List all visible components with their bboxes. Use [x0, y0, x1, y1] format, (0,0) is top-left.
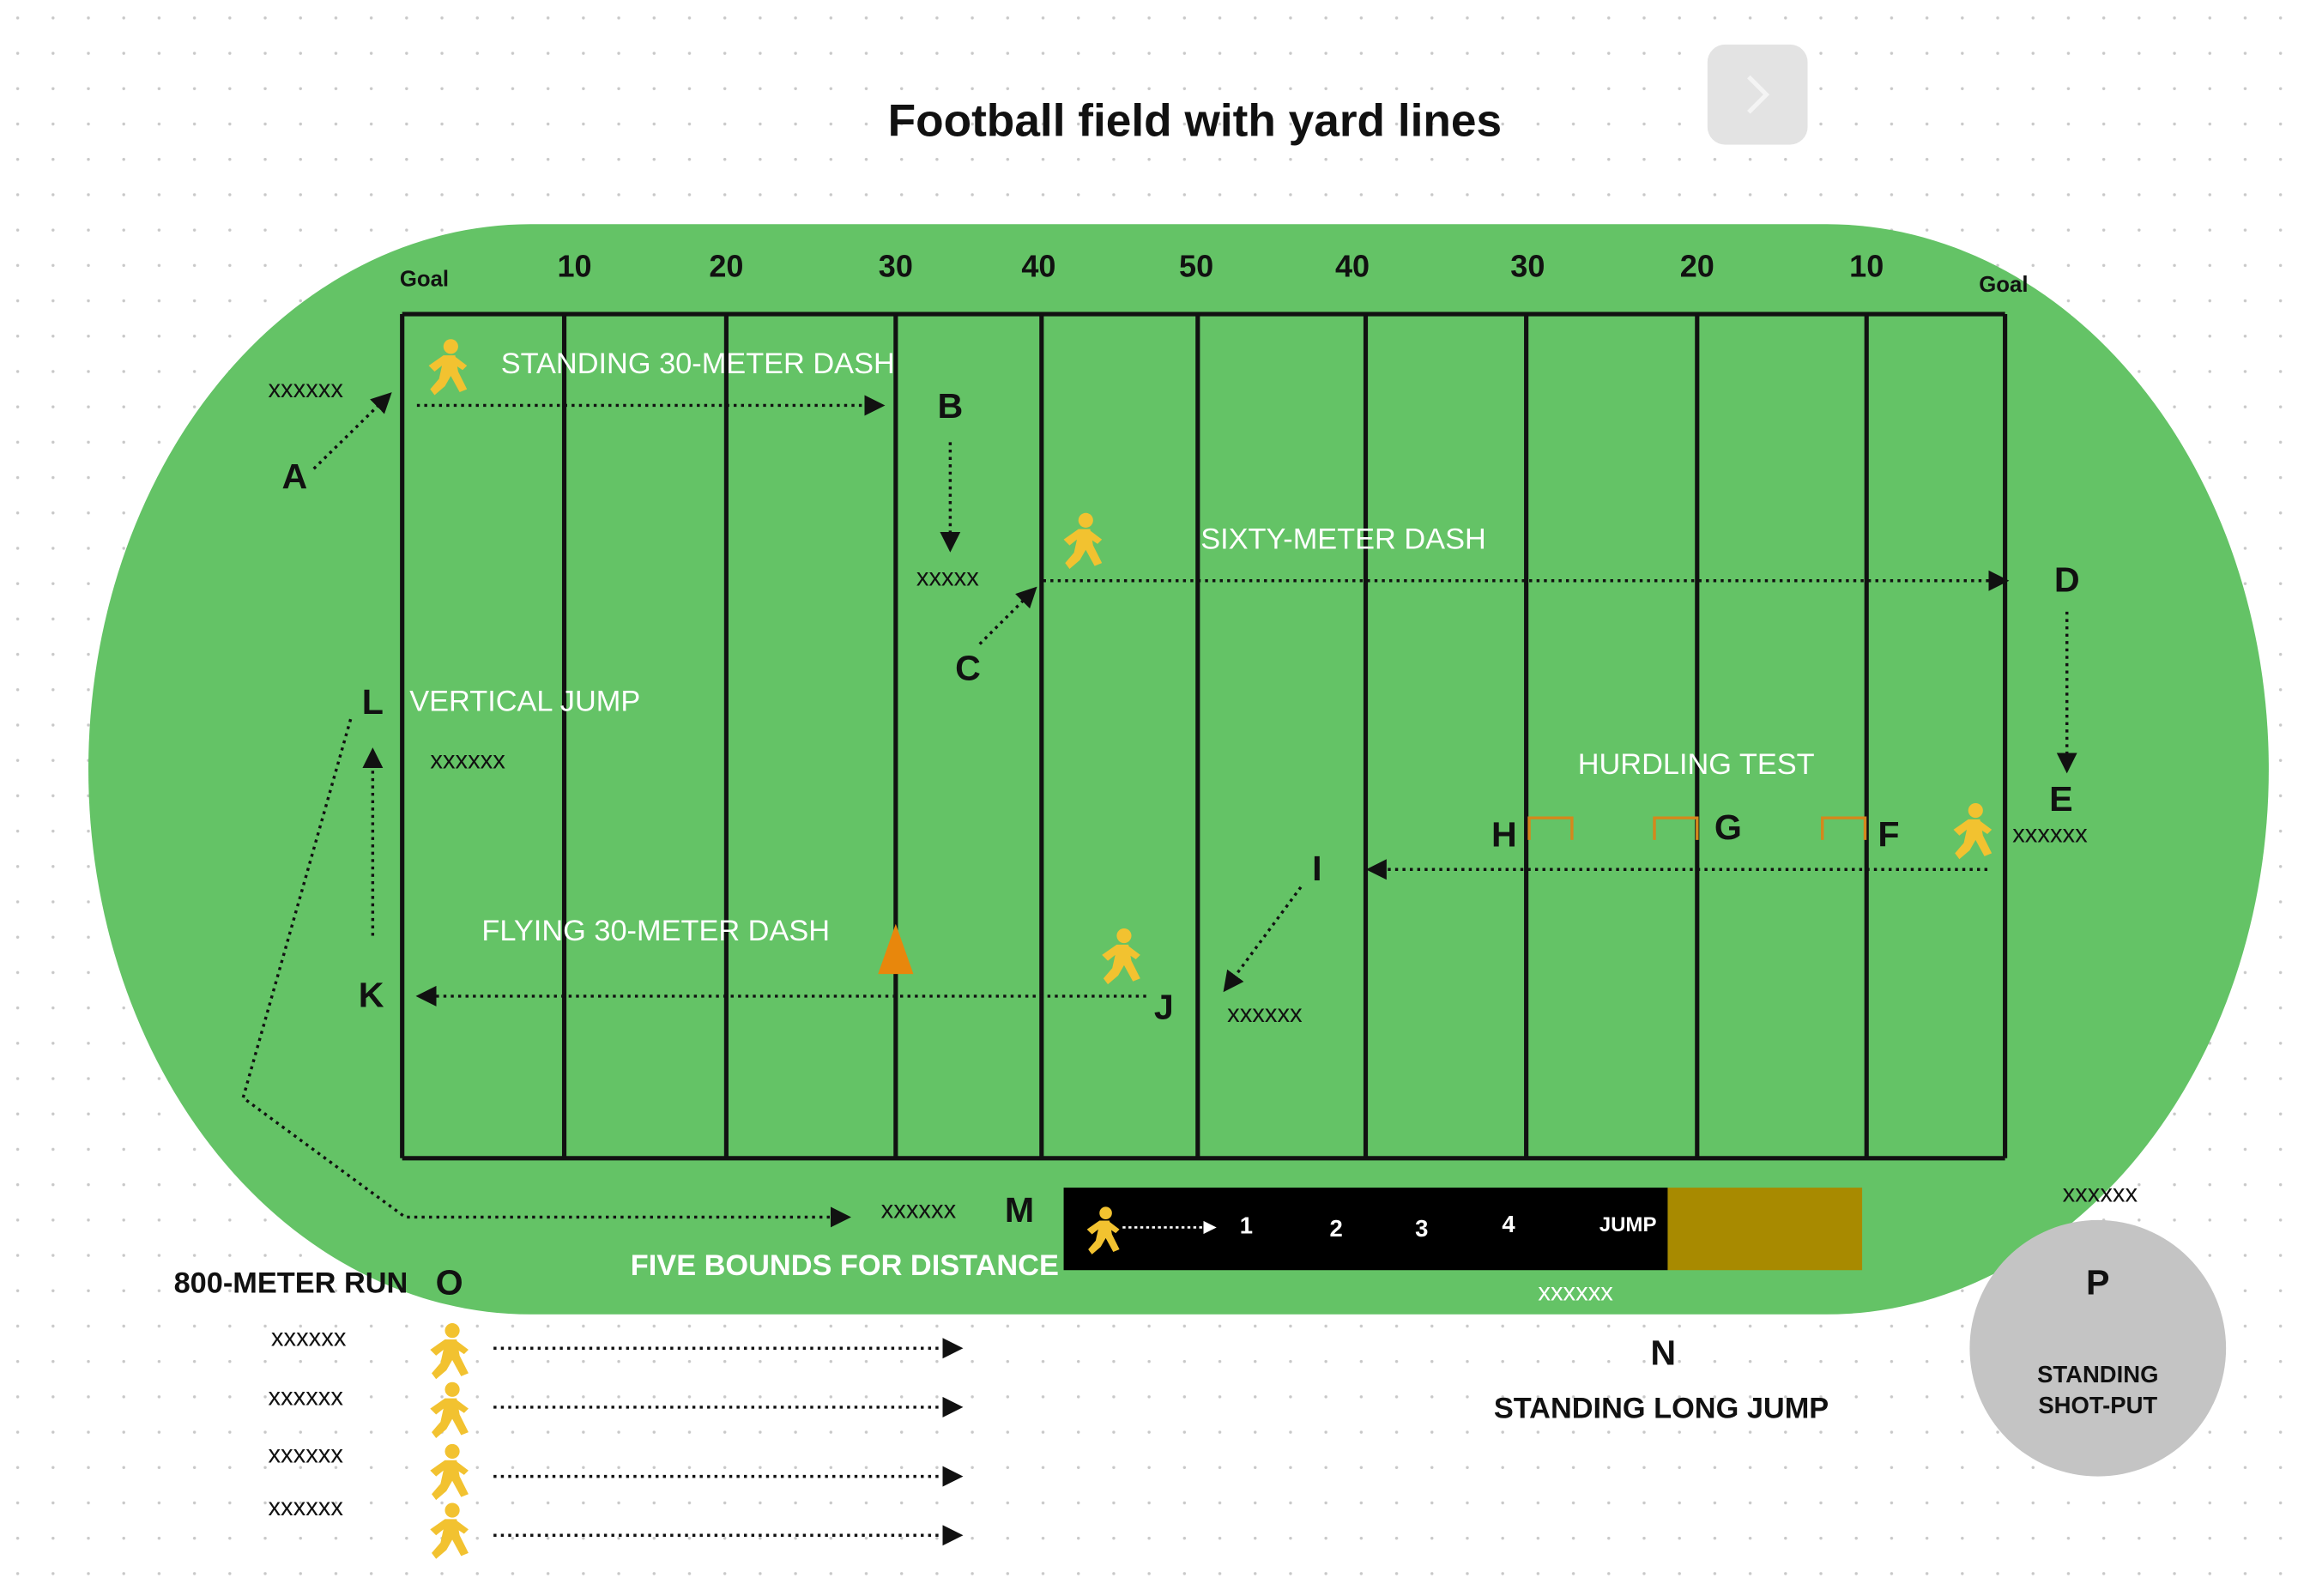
yard-label: 10 [558, 248, 592, 283]
station: H [1491, 814, 1517, 854]
jump-step: JUMP [1599, 1213, 1657, 1236]
placeholder: xxxxxx [268, 1383, 343, 1411]
station: N [1650, 1333, 1676, 1373]
shot-put-circle [1969, 1219, 2227, 1477]
placeholder: xxxxxx [268, 1494, 343, 1521]
jump-lane [1063, 1188, 1668, 1271]
placeholder: xxxxxx [2063, 1180, 2138, 1207]
station: C [955, 648, 981, 687]
yard-label: 20 [709, 248, 743, 283]
placeholder: xxxxx [916, 565, 979, 592]
activity-label: SIXTY-METER DASH [1200, 523, 1486, 555]
next-button[interactable] [1707, 44, 1808, 145]
yard-label: 20 [1680, 248, 1714, 283]
yard-label: Goal [1979, 273, 2028, 297]
cone [878, 923, 914, 975]
yard-label: 30 [1510, 248, 1545, 283]
activity-label: SHOT-PUT [2038, 1392, 2157, 1418]
placeholders: xxxxxx xxxxx xxxxxx xxxxxx xxxxxx xxxxxx… [268, 376, 2138, 1521]
activity-label: FIVE BOUNDS FOR DISTANCE [631, 1249, 1059, 1282]
placeholder: xxxxxx [2012, 820, 2088, 848]
station: G [1714, 807, 1742, 847]
activity-label: VERTICAL JUMP [409, 685, 640, 717]
station: B [937, 386, 963, 426]
field-lines [400, 311, 2008, 1161]
jump-step: 3 [1415, 1215, 1428, 1242]
jump-step: 1 [1240, 1212, 1253, 1239]
station: D [2054, 559, 2080, 599]
placeholder: xxxxxx [268, 1441, 343, 1468]
placeholder: xxxxxx [268, 376, 343, 403]
placeholder: xxxxxx [1227, 1001, 1303, 1028]
station: L [362, 682, 384, 722]
station: E [2049, 779, 2072, 819]
track [88, 224, 2269, 1315]
arrows [241, 392, 2077, 1546]
activity-label: FLYING 30-METER DASH [481, 915, 830, 947]
placeholder: xxxxxx [1538, 1279, 1613, 1306]
station: M [1005, 1190, 1034, 1230]
hurdles [1527, 816, 1867, 840]
yard-label: 30 [879, 248, 913, 283]
stations: A B C D E F G H I J K L M N O P [281, 386, 2109, 1373]
placeholder: xxxxxx [271, 1325, 347, 1352]
station: O [436, 1262, 463, 1302]
station: P [2086, 1262, 2109, 1302]
yard-label: 50 [1179, 248, 1213, 283]
activity-label: STANDING [2037, 1361, 2158, 1387]
jump-step: 4 [1502, 1211, 1515, 1237]
placeholder: xxxxxx [881, 1196, 957, 1224]
title: Football field with yard lines [888, 96, 1503, 147]
station: F [1878, 814, 1899, 854]
jump-step: 2 [1330, 1215, 1343, 1242]
activities: STANDING 30-METER DASH SIXTY-METER DASH … [174, 348, 2159, 1424]
station: J [1154, 987, 1174, 1026]
station: I [1312, 849, 1321, 888]
yard-label: 40 [1335, 248, 1370, 283]
yard-label: 10 [1849, 248, 1884, 283]
sand-pit [1667, 1188, 1863, 1271]
activity-label: HURDLING TEST [1578, 748, 1815, 781]
station: A [281, 456, 307, 496]
activity-label: 800-METER RUN [174, 1267, 408, 1299]
yard-label: Goal [400, 267, 449, 291]
yard-label: 40 [1021, 248, 1055, 283]
station: K [359, 976, 384, 1015]
yard-labels: Goal 10 20 30 40 50 40 30 20 10 Goal [400, 248, 2029, 297]
placeholder: xxxxxx [430, 747, 505, 775]
activity-label: STANDING 30-METER DASH [501, 348, 895, 380]
activity-label: STANDING LONG JUMP [1494, 1392, 1829, 1424]
